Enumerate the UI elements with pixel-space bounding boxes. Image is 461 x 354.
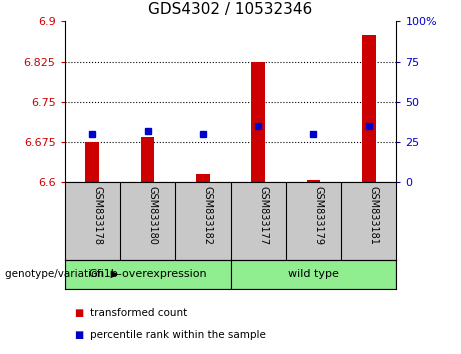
Text: GSM833182: GSM833182 [203,186,213,245]
Text: percentile rank within the sample: percentile rank within the sample [90,330,266,339]
Text: Gfi1b-overexpression: Gfi1b-overexpression [88,269,207,279]
Text: ■: ■ [74,330,83,339]
Text: GSM833177: GSM833177 [258,186,268,245]
Text: GSM833181: GSM833181 [369,186,379,245]
Text: GSM833178: GSM833178 [92,186,102,245]
Bar [85,142,99,182]
Bar [307,179,320,182]
Bar [362,35,376,182]
Bar [196,174,210,182]
Text: genotype/variation  ▶: genotype/variation ▶ [5,269,118,279]
Text: GSM833179: GSM833179 [313,186,324,245]
Text: transformed count: transformed count [90,308,187,318]
Bar [65,260,230,289]
Title: GDS4302 / 10532346: GDS4302 / 10532346 [148,2,313,17]
Bar [141,137,154,182]
Bar [230,260,396,289]
Bar [251,62,265,182]
Text: ■: ■ [74,308,83,318]
Text: GSM833180: GSM833180 [148,186,158,245]
Text: wild type: wild type [288,269,339,279]
